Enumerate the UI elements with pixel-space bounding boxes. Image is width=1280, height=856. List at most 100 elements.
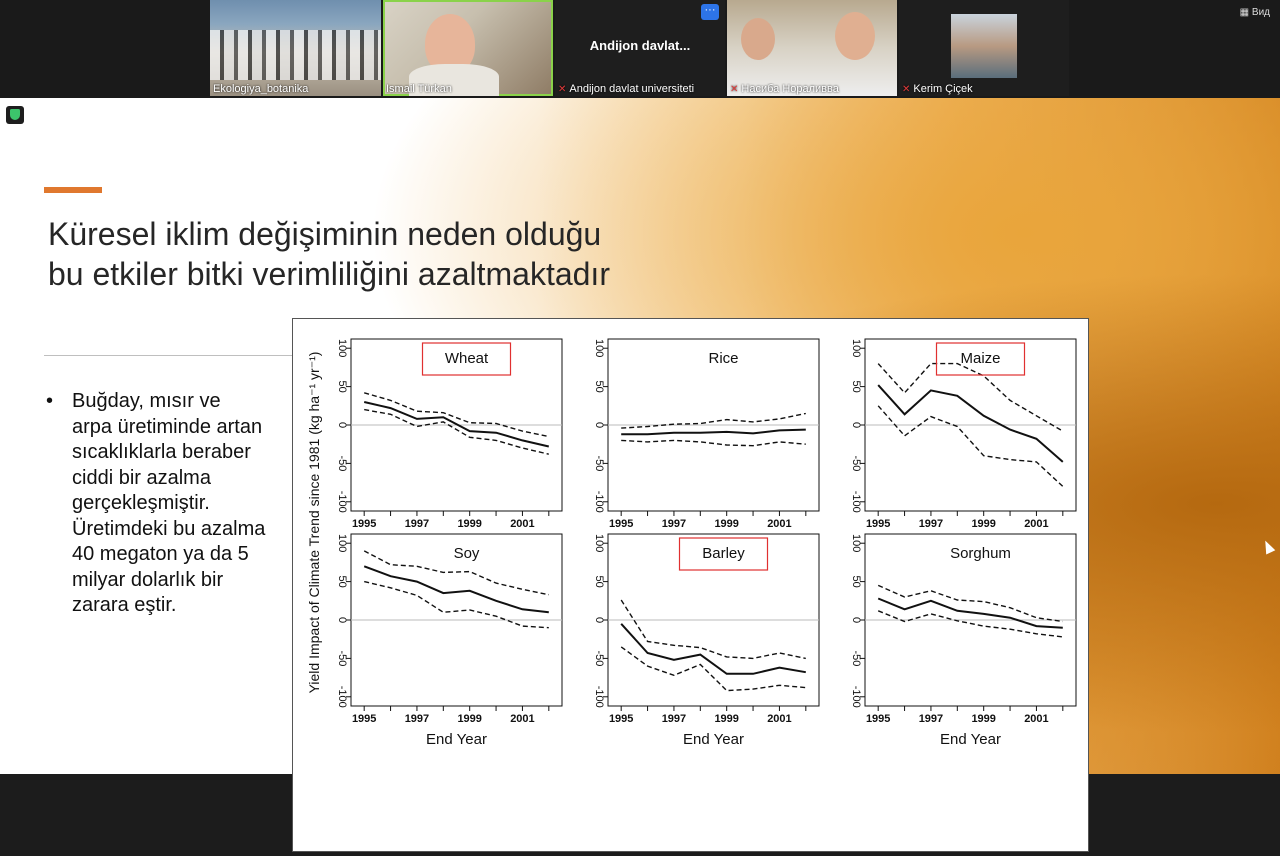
lower-bound-line-sorghum <box>877 610 1063 638</box>
x-tick-label: 1997 <box>662 713 686 725</box>
highlight-box-barley <box>678 537 769 571</box>
y-tick-label: -100 <box>593 686 605 708</box>
y-tick-label: 0 <box>593 422 605 428</box>
video-tile-kerim[interactable]: ✕ Kerim Çiçek <box>899 0 1069 96</box>
y-tick-label: 100 <box>336 534 348 552</box>
highlight-box-maize <box>935 342 1026 376</box>
lower-bound-line-maize <box>877 405 1064 487</box>
panel-title-sorghum: Sorghum <box>950 545 1011 562</box>
y-tick-label: 100 <box>850 339 862 357</box>
x-tick-label: 2001 <box>1024 518 1048 530</box>
title-line-1: Küresel iklim değişiminin neden olduğu <box>48 216 602 252</box>
x-tick-label: 1999 <box>714 518 738 530</box>
participant-name-large: Andijon davlat... <box>589 38 691 53</box>
x-tick-label: 1995 <box>609 518 633 530</box>
yield-impact-chart: -100 -50 0 50 100 1995 1997 1999 2001 Wheat -100 -5… <box>292 318 1089 852</box>
participant-name: Ekologiya_botanika <box>213 83 309 95</box>
more-options-button[interactable]: ··· <box>701 4 719 20</box>
chart-svg: -100 -50 0 50 100 1995 1997 1999 2001 Wheat -100 -5… <box>306 338 1077 748</box>
y-tick-label: -50 <box>850 650 862 666</box>
highlight-box-wheat <box>421 342 512 376</box>
y-tick-label: 100 <box>850 534 862 552</box>
x-tick-label: 1995 <box>609 713 633 725</box>
x-tick-label: 1997 <box>919 713 943 725</box>
y-tick-label: 0 <box>593 617 605 623</box>
x-tick-label: 1995 <box>866 713 890 725</box>
speaker-shirt <box>409 64 499 96</box>
participant-name: ✕ Andijon davlat universiteti <box>558 83 695 95</box>
y-tick-label: -50 <box>850 455 862 471</box>
panel-title-soy: Soy <box>454 545 480 562</box>
x-axis-label: End Year <box>426 731 487 748</box>
x-tick-label: 1997 <box>662 518 686 530</box>
upper-bound-line-barley <box>620 599 806 660</box>
participant-name: Ismail Türkan <box>386 83 452 95</box>
y-tick-label: 50 <box>850 575 862 587</box>
y-tick-label: 50 <box>593 575 605 587</box>
y-tick-label: -100 <box>850 686 862 708</box>
y-tick-label: -50 <box>336 455 348 471</box>
y-tick-label: 0 <box>336 617 348 623</box>
y-tick-label: -50 <box>593 650 605 666</box>
panel-title-barley: Barley <box>702 545 745 562</box>
grid-view-icon: ▦ <box>1239 7 1250 18</box>
x-tick-label: 2001 <box>767 518 791 530</box>
bullet-point: • Buğday, mısır ve arpa üretiminde artan… <box>46 389 266 619</box>
y-tick-label: -50 <box>593 455 605 471</box>
x-tick-label: 1999 <box>971 518 995 530</box>
upper-bound-line-wheat <box>364 392 549 438</box>
title-line-2: bu etkiler bitki verimliliğini azaltmakt… <box>48 256 610 292</box>
profile-picture <box>951 14 1017 78</box>
x-tick-label: 1995 <box>352 713 376 725</box>
view-button[interactable]: ▦ Вид <box>1239 7 1270 18</box>
security-shield-icon[interactable] <box>6 106 24 124</box>
y-tick-label: 50 <box>336 380 348 392</box>
video-tile-andijon[interactable]: Andijon davlat... ··· ✕ Andijon davlat un… <box>555 0 725 96</box>
y-axis-label: Yield Impact of Climate Trend since 1981… <box>306 352 322 694</box>
upper-bound-line-rice <box>621 412 806 429</box>
participant-name: ✕ Насиба Нораливва <box>730 83 839 95</box>
bullet-dot: • <box>46 390 54 412</box>
x-axis-label: End Year <box>940 731 1001 748</box>
y-tick-label: 50 <box>593 380 605 392</box>
x-tick-label: 2001 <box>510 713 534 725</box>
y-tick-label: 100 <box>336 339 348 357</box>
x-tick-label: 1999 <box>971 713 995 725</box>
y-tick-label: 100 <box>593 534 605 552</box>
classroom-video <box>210 30 381 80</box>
mean-line-soy <box>363 565 549 614</box>
mean-line-sorghum <box>877 597 1063 629</box>
y-tick-label: -100 <box>850 491 862 513</box>
x-tick-label: 1997 <box>919 518 943 530</box>
mic-muted-icon: ✕ <box>730 84 739 95</box>
person-face-right <box>835 12 875 60</box>
mean-line-maize <box>877 384 1064 463</box>
x-tick-label: 1999 <box>457 518 481 530</box>
shared-slide: Küresel iklim değişiminin neden olduğu b… <box>0 98 1280 852</box>
panel-title-rice: Rice <box>708 350 738 367</box>
upper-bound-line-soy <box>363 550 549 596</box>
y-tick-label: -100 <box>336 686 348 708</box>
video-tile-ismail[interactable]: Ismail Türkan <box>383 0 553 96</box>
y-tick-label: -50 <box>336 650 348 666</box>
mean-line-barley <box>620 623 806 675</box>
mean-line-rice <box>621 428 806 436</box>
upper-bound-line-maize <box>877 362 1064 432</box>
participant-name: ✕ Kerim Çiçek <box>902 83 973 95</box>
video-tile-nasiba[interactable]: ✕ Насиба Нораливва <box>727 0 897 96</box>
panel-title-wheat: Wheat <box>445 350 489 367</box>
x-tick-label: 2001 <box>510 518 534 530</box>
y-tick-label: 100 <box>593 339 605 357</box>
mic-muted-icon: ✕ <box>558 84 567 95</box>
y-tick-label: 0 <box>336 422 348 428</box>
x-tick-label: 1997 <box>405 713 429 725</box>
title-divider <box>44 355 292 356</box>
mean-line-wheat <box>363 401 550 448</box>
x-tick-label: 2001 <box>767 713 791 725</box>
video-tile-ekologiya[interactable]: Ekologiya_botanika <box>210 0 381 96</box>
upper-bound-line-sorghum <box>877 584 1063 623</box>
lower-bound-line-rice <box>621 439 806 447</box>
slide-title: Küresel iklim değişiminin neden olduğu b… <box>48 214 768 294</box>
y-tick-label: 0 <box>850 617 862 623</box>
lower-bound-line-wheat <box>364 408 549 455</box>
